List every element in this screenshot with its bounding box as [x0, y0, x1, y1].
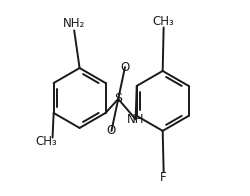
Text: NH₂: NH₂ — [63, 17, 85, 30]
Text: O: O — [107, 124, 116, 137]
Text: F: F — [160, 171, 167, 184]
Text: S: S — [114, 93, 122, 105]
Text: CH₃: CH₃ — [153, 15, 174, 28]
Text: O: O — [120, 61, 130, 74]
Text: NH: NH — [127, 113, 144, 126]
Text: CH₃: CH₃ — [35, 135, 57, 148]
